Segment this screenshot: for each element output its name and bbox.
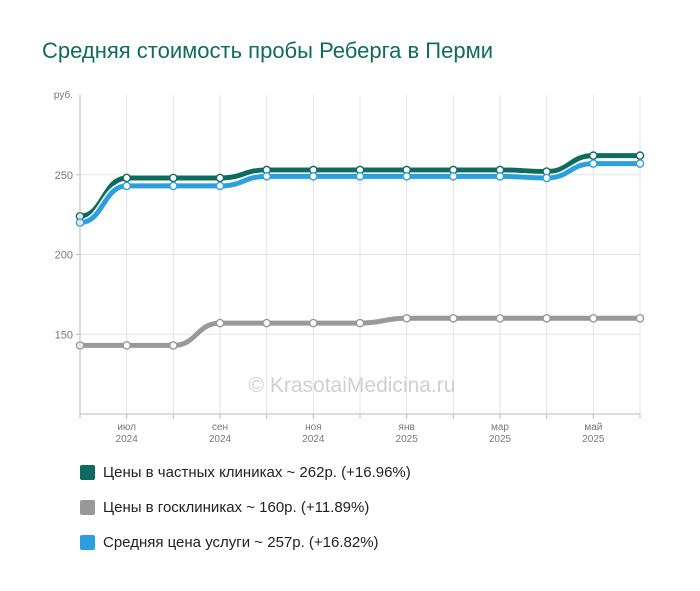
x-tick-label-month: мар: [491, 422, 509, 433]
data-point-average: [402, 172, 411, 181]
data-point-state: [542, 313, 551, 323]
series-layer: [75, 151, 645, 350]
x-tick-label-month: июл: [117, 422, 136, 433]
data-point-state: [355, 318, 365, 328]
data-point-state: [402, 313, 411, 323]
y-tick-label: 200: [55, 250, 73, 262]
data-point-average: [215, 181, 225, 191]
data-point-state: [169, 341, 178, 350]
x-tick-label-month: сен: [212, 422, 228, 433]
data-point-state: [215, 318, 225, 328]
data-point-state: [589, 313, 598, 323]
data-point-average: [449, 172, 458, 181]
y-tick-label: 150: [55, 329, 73, 341]
legend-label-state: Цены в госклиниках ~ 160р. (+11.89%): [103, 499, 370, 516]
x-tick-label-year: 2024: [116, 434, 139, 445]
x-tick-label-year: 2024: [302, 434, 325, 445]
x-tick-label-month: май: [584, 422, 602, 433]
x-tick-label-year: 2025: [582, 434, 605, 445]
data-point-average: [309, 172, 318, 181]
legend-label-private: Цены в частных клиниках ~ 262р. (+16.96%…: [103, 464, 411, 481]
data-point-average: [542, 173, 551, 183]
data-point-average: [495, 172, 505, 181]
data-point-private: [122, 173, 131, 183]
x-tick-label-year: 2024: [209, 434, 232, 445]
legend-label-average: Средняя цена услуги ~ 257р. (+16.82%): [103, 534, 379, 551]
legend-swatch-state: [80, 500, 95, 515]
data-point-state: [635, 313, 645, 323]
x-tick-label-year: 2025: [396, 434, 419, 445]
x-tick-label-year: 2025: [489, 434, 512, 445]
legend-swatch-average: [80, 535, 95, 550]
chart-title: Средняя стоимость пробы Реберга в Перми: [42, 38, 493, 63]
y-tick-label: 250: [55, 170, 73, 182]
data-point-average: [355, 172, 365, 181]
x-tick-label-month: янв: [399, 422, 415, 433]
grid-layer: [79, 95, 641, 414]
watermark: © KrasotaiMedicina.ru: [249, 374, 456, 397]
data-point-state: [262, 318, 271, 328]
data-point-average: [635, 159, 645, 168]
data-point-private: [589, 151, 598, 160]
data-point-private: [169, 173, 178, 183]
x-tick-label-month: ноя: [305, 422, 322, 433]
legend-swatch-private: [80, 465, 95, 480]
data-point-state: [122, 341, 131, 350]
data-point-private: [635, 151, 645, 160]
y-axis-unit-label: руб.: [54, 89, 73, 101]
data-point-average: [169, 181, 178, 191]
line-chart: © KrasotaiMedicina.ru руб.150200250июл20…: [54, 89, 645, 445]
data-point-average: [262, 172, 271, 181]
data-point-state: [309, 318, 318, 328]
data-point-state: [449, 313, 458, 323]
data-point-average: [589, 159, 598, 168]
data-point-state: [495, 313, 505, 323]
data-point-average: [122, 181, 131, 191]
axis-layer: руб.150200250июл2024сен2024ноя2024янв202…: [54, 89, 641, 445]
data-point-private: [215, 173, 225, 183]
